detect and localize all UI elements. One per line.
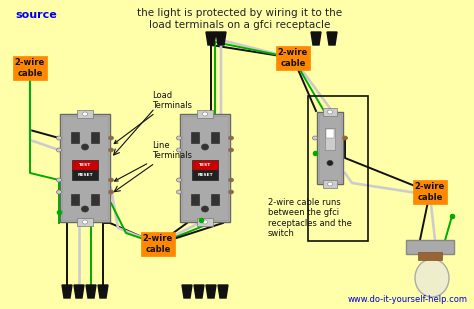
Ellipse shape — [109, 190, 113, 194]
Text: RESET: RESET — [77, 173, 93, 177]
Polygon shape — [74, 285, 84, 298]
Polygon shape — [86, 285, 96, 298]
Ellipse shape — [201, 206, 209, 212]
Ellipse shape — [415, 259, 449, 297]
Bar — [326, 129, 334, 138]
Text: RESET: RESET — [197, 173, 213, 177]
Ellipse shape — [176, 136, 182, 140]
Bar — [211, 194, 219, 205]
Text: 2-wire
cable: 2-wire cable — [143, 234, 173, 254]
Ellipse shape — [109, 178, 113, 182]
Ellipse shape — [201, 144, 209, 150]
Polygon shape — [194, 285, 204, 298]
Text: 2-wire
cable: 2-wire cable — [278, 48, 308, 68]
Ellipse shape — [109, 136, 113, 140]
Text: 2-wire
cable: 2-wire cable — [15, 58, 45, 78]
Bar — [191, 132, 199, 143]
Ellipse shape — [228, 136, 234, 140]
Polygon shape — [182, 285, 192, 298]
Bar — [180, 114, 230, 222]
Bar — [323, 108, 337, 116]
Bar — [91, 194, 99, 205]
Ellipse shape — [202, 220, 208, 224]
Ellipse shape — [228, 178, 234, 182]
Ellipse shape — [56, 178, 62, 182]
Ellipse shape — [327, 160, 333, 166]
Polygon shape — [327, 32, 337, 45]
Text: 2-wire
cable: 2-wire cable — [415, 182, 445, 202]
Text: source: source — [15, 10, 57, 20]
Bar — [192, 160, 218, 170]
Bar — [325, 128, 335, 150]
Bar — [191, 194, 199, 205]
Bar — [319, 114, 341, 182]
Polygon shape — [98, 285, 108, 298]
Text: Load
Terminals: Load Terminals — [114, 91, 192, 144]
Bar — [308, 96, 368, 241]
Bar — [91, 132, 99, 143]
Polygon shape — [62, 285, 72, 298]
Ellipse shape — [56, 136, 62, 140]
Text: TEST: TEST — [79, 163, 91, 167]
Bar — [418, 252, 442, 260]
Bar — [77, 218, 93, 226]
Text: 2-wire cable runs
between the gfci
receptacles and the
switch: 2-wire cable runs between the gfci recep… — [268, 198, 352, 238]
Bar — [406, 240, 454, 254]
Text: TEST: TEST — [199, 163, 211, 167]
Polygon shape — [206, 32, 216, 45]
Bar — [77, 110, 93, 118]
Text: www.do-it-yourself-help.com: www.do-it-yourself-help.com — [348, 295, 468, 304]
Bar — [72, 170, 98, 180]
Ellipse shape — [176, 178, 182, 182]
Ellipse shape — [82, 112, 88, 116]
Bar — [323, 180, 337, 188]
Ellipse shape — [228, 148, 234, 152]
Ellipse shape — [56, 148, 62, 152]
Bar — [62, 116, 108, 220]
Ellipse shape — [228, 190, 234, 194]
Bar — [211, 132, 219, 143]
Polygon shape — [206, 285, 216, 298]
Polygon shape — [218, 285, 228, 298]
Bar — [71, 132, 79, 143]
Polygon shape — [311, 32, 321, 45]
Ellipse shape — [328, 110, 332, 114]
Bar — [182, 116, 228, 220]
Ellipse shape — [176, 148, 182, 152]
Ellipse shape — [82, 206, 89, 212]
Bar — [317, 112, 343, 184]
Bar — [197, 110, 213, 118]
Text: Line
Terminals: Line Terminals — [115, 141, 192, 181]
Bar — [192, 170, 218, 180]
Ellipse shape — [82, 144, 89, 150]
Ellipse shape — [343, 136, 347, 140]
Ellipse shape — [56, 190, 62, 194]
Ellipse shape — [202, 112, 208, 116]
Bar — [60, 114, 110, 222]
Text: the light is protected by wiring it to the
load terminals on a gfci receptacle: the light is protected by wiring it to t… — [137, 8, 343, 30]
Ellipse shape — [312, 136, 318, 140]
Ellipse shape — [82, 220, 88, 224]
Polygon shape — [216, 32, 226, 45]
Bar — [197, 218, 213, 226]
Bar — [72, 160, 98, 170]
Ellipse shape — [328, 182, 332, 186]
Ellipse shape — [176, 190, 182, 194]
Ellipse shape — [109, 148, 113, 152]
Bar — [71, 194, 79, 205]
